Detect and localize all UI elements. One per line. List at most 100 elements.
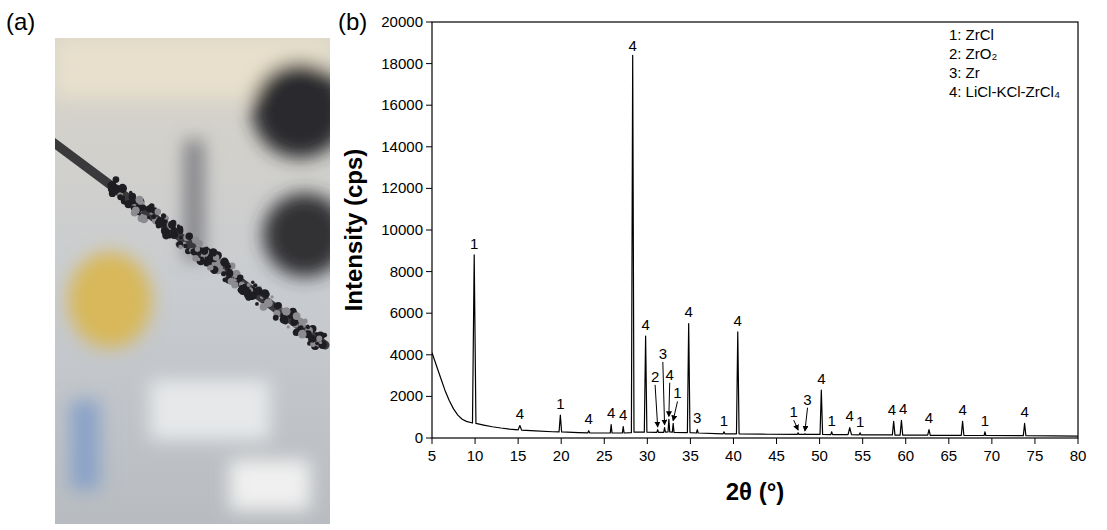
photo-deposit: [111, 188, 115, 192]
x-tick-label: 35: [682, 447, 699, 464]
peak-label: 4: [1020, 403, 1028, 420]
y-tick-label: 16000: [381, 96, 423, 113]
plot-frame: [432, 22, 1078, 438]
y-tick: [426, 22, 432, 23]
photo-deposit: [273, 315, 279, 321]
peak-label: 1: [470, 235, 478, 252]
y-tick: [426, 146, 432, 147]
photo-deposit: [315, 342, 319, 346]
photo-deposit: [164, 220, 168, 224]
photo-deposit: [322, 333, 327, 338]
photo-deposit: [315, 332, 319, 336]
photo-deposit: [260, 291, 266, 297]
legend-entry: 4: LiCl-KCl-ZrCl₄: [949, 83, 1060, 100]
peak-arrow: [805, 408, 808, 431]
peak-label: 3: [659, 345, 667, 362]
photo-deposit: [274, 303, 280, 309]
photo-deposit: [178, 228, 184, 234]
x-tick-label: 50: [811, 447, 828, 464]
peak-label: 4: [585, 410, 593, 427]
photo-deposit: [162, 229, 170, 237]
photo-deposit: [228, 278, 235, 285]
photo-deposit: [237, 274, 244, 281]
photo-deposit: [316, 335, 322, 341]
x-tick: [776, 438, 777, 444]
photo-deposit: [251, 281, 255, 285]
y-tick-label: 14000: [381, 138, 423, 155]
x-tick-label: 70: [984, 447, 1001, 464]
peak-arrow: [663, 362, 665, 425]
y-tick: [426, 396, 432, 397]
photo-deposit: [143, 207, 147, 211]
photo-deposit: [253, 283, 257, 287]
x-tick: [1078, 438, 1079, 444]
y-tick-label: 12000: [381, 179, 423, 196]
peak-label: 1: [981, 412, 989, 429]
x-tick: [1034, 438, 1035, 444]
y-tick-label: 0: [415, 429, 423, 446]
y-tick: [426, 105, 432, 106]
x-tick: [991, 438, 992, 444]
x-tick-label: 10: [467, 447, 484, 464]
y-tick: [426, 438, 432, 439]
y-tick: [426, 188, 432, 189]
photo-deposit: [151, 214, 156, 219]
x-tick: [819, 438, 820, 444]
photo-deposit: [288, 315, 291, 318]
panel-label: (a): [6, 8, 35, 35]
xrd-line: [432, 55, 1078, 436]
photo-deposit: [287, 325, 290, 328]
photo: [55, 38, 330, 524]
annotations: 1414444423414341134141444414: [470, 37, 1029, 431]
x-tick-label: 45: [768, 447, 785, 464]
peak-label: 4: [641, 316, 649, 333]
peak-arrow: [655, 385, 658, 427]
x-tick-label: 75: [1027, 447, 1044, 464]
photo-deposit: [306, 325, 310, 329]
photo-deposit: [192, 255, 198, 261]
plot-data: [432, 55, 1078, 436]
y-tick-label: 10000: [381, 221, 423, 238]
peak-label: 4: [925, 409, 933, 426]
photo-deposit: [136, 196, 144, 204]
peak-label: 4: [846, 407, 854, 424]
y-tick: [426, 230, 432, 231]
peak-label: 3: [803, 391, 811, 408]
photo-deposit: [255, 302, 259, 306]
photo-deposit: [129, 193, 136, 200]
y-tick-label: 4000: [390, 346, 423, 363]
photo-deposit: [185, 232, 192, 239]
x-tick: [862, 438, 863, 444]
photo-deposit: [170, 235, 173, 238]
photo-deposit: [298, 325, 303, 330]
legend-entry: 3: Zr: [949, 64, 980, 81]
x-tick: [561, 438, 562, 444]
peak-label: 3: [693, 409, 701, 426]
x-tick-label: 30: [639, 447, 656, 464]
peak-label: 1: [720, 412, 728, 429]
peak-label: 4: [666, 366, 674, 383]
photo-deposit: [118, 184, 127, 193]
photo-deposit: [293, 312, 301, 320]
peak-label: 1: [827, 412, 835, 429]
x-tick-label: 80: [1070, 447, 1087, 464]
photo-deposit: [245, 295, 251, 301]
figure: (a)(b)5101520253035404550556065707580020…: [0, 0, 1107, 530]
y-tick: [426, 354, 432, 355]
peak-label: 4: [734, 312, 742, 329]
y-tick: [426, 313, 432, 314]
peak-label: 1: [790, 403, 798, 420]
photo-deposit: [132, 206, 140, 214]
photo-deposit: [210, 250, 217, 257]
y-tick-label: 18000: [381, 55, 423, 72]
legend: 1: ZrCl2: ZrO₂3: Zr4: LiCl-KCl-ZrCl₄: [949, 26, 1060, 100]
photo-deposit: [161, 213, 166, 218]
peak-label: 4: [607, 404, 615, 421]
photo-deposit: [121, 200, 125, 204]
photo-deposit: [309, 335, 316, 342]
peak-label: 4: [685, 303, 693, 320]
axes: 5101520253035404550556065707580020004000…: [340, 13, 1086, 505]
panel-label: (b): [338, 8, 367, 35]
photo-blur: [55, 38, 330, 510]
photo-rod: [55, 140, 325, 345]
